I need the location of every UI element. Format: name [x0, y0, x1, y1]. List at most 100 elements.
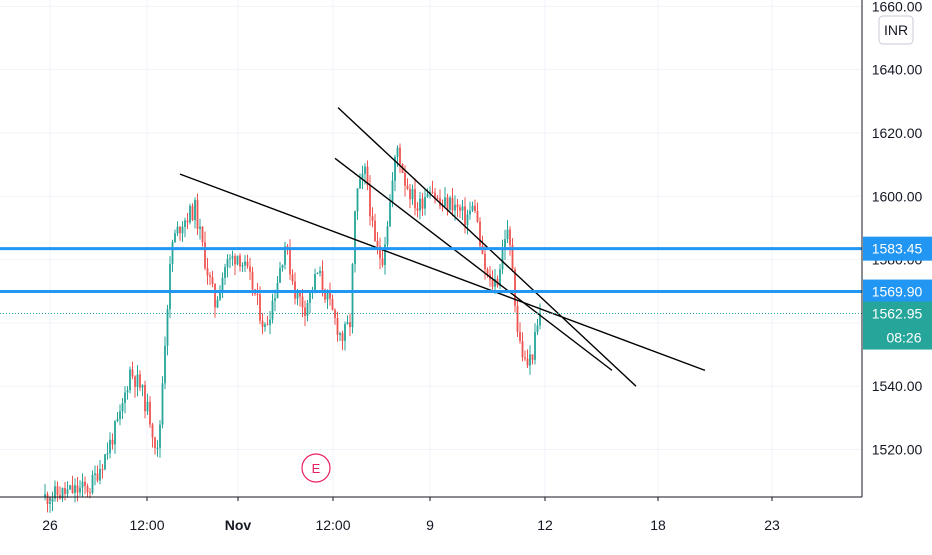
candle: [446, 193, 449, 216]
y-tick-label: 1540.00: [872, 378, 923, 394]
candle: [99, 459, 101, 485]
candle-body: [186, 220, 189, 223]
candle-body: [136, 374, 139, 387]
candle-body: [499, 269, 501, 286]
y-axis[interactable]: 1520.001540.001560.001580.001600.001620.…: [872, 0, 923, 458]
candle-body: [159, 424, 161, 448]
candle: [236, 255, 239, 266]
candle-body: [449, 197, 451, 210]
candle-body: [244, 261, 246, 266]
candle: [456, 199, 459, 217]
candle-body: [119, 411, 121, 420]
candle: [481, 235, 484, 255]
candle-body: [404, 173, 406, 186]
candle: [214, 283, 216, 318]
candle-body: [171, 242, 174, 264]
trendlines[interactable]: [179, 107, 706, 387]
candle-body: [246, 261, 249, 267]
candle-body: [346, 322, 349, 325]
candle: [131, 361, 134, 380]
candle-body: [281, 264, 284, 268]
candle-body: [139, 374, 141, 388]
candle-body: [504, 239, 506, 250]
trendline-2[interactable]: [337, 107, 637, 387]
candle-body: [184, 220, 186, 227]
candle: [534, 323, 536, 365]
candle: [451, 188, 454, 217]
y-tick-label: 1660.00: [872, 0, 923, 14]
candle: [206, 257, 209, 285]
candle-body: [94, 473, 96, 475]
event-marker[interactable]: E: [301, 453, 331, 483]
candle: [136, 365, 139, 397]
candle: [79, 480, 81, 496]
candle: [211, 270, 214, 288]
candle: [516, 300, 519, 338]
candle-body: [396, 147, 399, 157]
candle-body: [121, 403, 124, 412]
candle: [409, 183, 411, 209]
candle: [444, 187, 446, 207]
candle-body: [181, 226, 184, 234]
candle: [306, 299, 309, 322]
candle-body: [529, 354, 531, 366]
candle: [204, 231, 206, 271]
candle: [134, 375, 136, 398]
trendline-3[interactable]: [334, 157, 613, 371]
candle: [521, 332, 524, 362]
candle-body: [231, 256, 234, 259]
candle: [309, 290, 311, 314]
candle: [86, 483, 89, 498]
candle: [116, 412, 119, 423]
candle: [146, 393, 149, 416]
candle-body: [161, 383, 164, 425]
candle-body: [99, 469, 101, 481]
currency-badge[interactable]: INR: [878, 15, 914, 45]
candle: [129, 366, 131, 394]
candle: [46, 491, 49, 513]
candle: [64, 481, 66, 501]
last-price-badge: [863, 301, 932, 350]
candle-body: [239, 255, 241, 267]
candle: [416, 201, 419, 218]
candle: [241, 262, 244, 272]
candle-body: [491, 279, 494, 287]
candle-body: [521, 340, 524, 358]
candle-body: [501, 249, 504, 270]
candle: [501, 239, 504, 275]
candle-body: [256, 293, 259, 295]
candle: [224, 263, 226, 286]
candle-body: [419, 198, 421, 211]
candle: [226, 254, 229, 278]
candle: [524, 350, 526, 361]
candle: [181, 221, 184, 242]
candle-body: [216, 299, 219, 308]
candle: [459, 204, 461, 219]
trendline-1[interactable]: [179, 173, 706, 372]
candle: [281, 264, 284, 272]
x-axis[interactable]: 26 12:00 Nov 12:00 9 12 18 23: [42, 497, 780, 533]
candle-body: [316, 273, 319, 275]
candle-body: [111, 439, 114, 445]
candle-body: [236, 255, 239, 265]
candle-body: [266, 324, 269, 326]
candle-body: [61, 487, 64, 499]
candle: [221, 272, 224, 299]
candle: [149, 396, 151, 428]
candle-body: [179, 226, 181, 234]
horizontal-levels[interactable]: [0, 247, 862, 294]
candle: [484, 246, 486, 280]
candle-body: [296, 290, 299, 299]
candle-body: [176, 226, 179, 234]
candle: [391, 171, 394, 208]
candle: [379, 237, 381, 270]
candle: [331, 294, 334, 311]
candle: [334, 308, 336, 325]
candle-body: [336, 318, 339, 335]
candle-body: [189, 205, 191, 223]
candle-body: [516, 305, 519, 332]
candle-body: [129, 369, 131, 391]
candle-body: [484, 253, 486, 270]
